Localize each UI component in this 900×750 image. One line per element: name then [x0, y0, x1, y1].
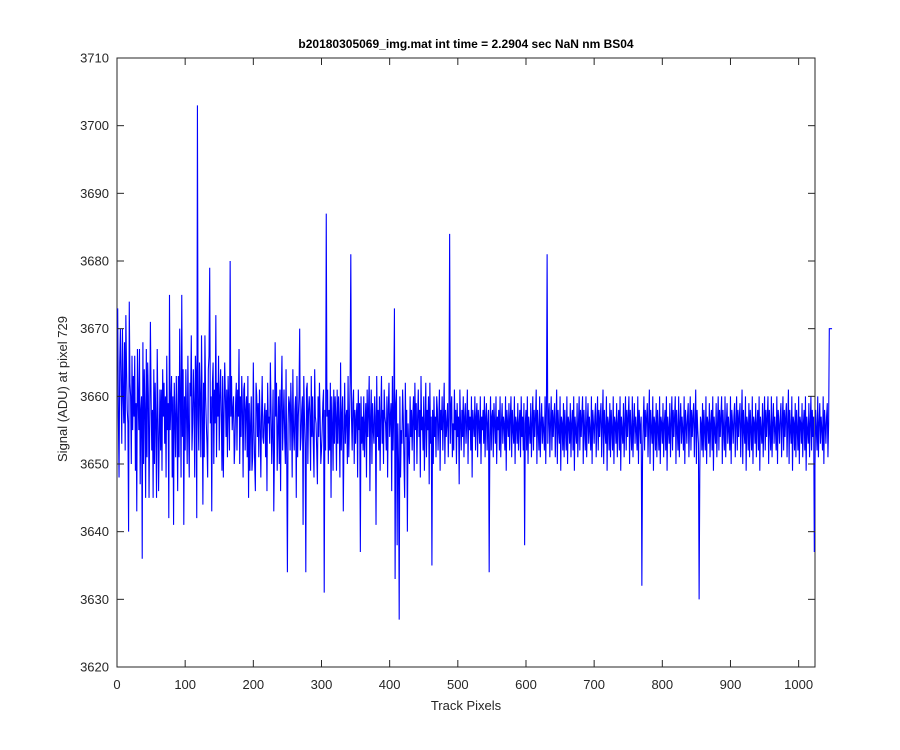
y-axis-label: Signal (ADU) at pixel 729 [55, 316, 70, 462]
x-axis-label: Track Pixels [431, 698, 502, 713]
y-tick-label: 3680 [80, 254, 109, 269]
x-tick-label: 0 [113, 677, 120, 692]
y-tick-label: 3670 [80, 321, 109, 336]
x-tick-label: 800 [651, 677, 673, 692]
x-tick-label: 700 [583, 677, 605, 692]
y-tick-label: 3690 [80, 186, 109, 201]
plot-area [116, 57, 833, 668]
y-tick-label: 3660 [80, 389, 109, 404]
axes-box [116, 57, 816, 668]
y-tick-label: 3650 [80, 457, 109, 472]
y-tick-label: 3630 [80, 592, 109, 607]
x-tick-label: 400 [379, 677, 401, 692]
x-tick-label: 500 [447, 677, 469, 692]
x-tick-label: 200 [242, 677, 264, 692]
y-tick-label: 3700 [80, 118, 109, 133]
chart-title: b20180305069_img.mat int time = 2.2904 s… [298, 37, 634, 51]
axis-ticks: 0 100 200 300 400 500 600 700 800 900 1000 3620 3630… [80, 51, 815, 692]
y-tick-label: 3710 [80, 51, 109, 66]
x-tick-label: 300 [311, 677, 333, 692]
x-tick-label: 600 [515, 677, 537, 692]
x-tick-label: 1000 [784, 677, 813, 692]
y-tick-label: 3620 [80, 660, 109, 675]
x-tick-label: 100 [174, 677, 196, 692]
x-tick-label: 900 [720, 677, 742, 692]
y-tick-label: 3640 [80, 524, 109, 539]
series-line-0 [117, 105, 833, 620]
